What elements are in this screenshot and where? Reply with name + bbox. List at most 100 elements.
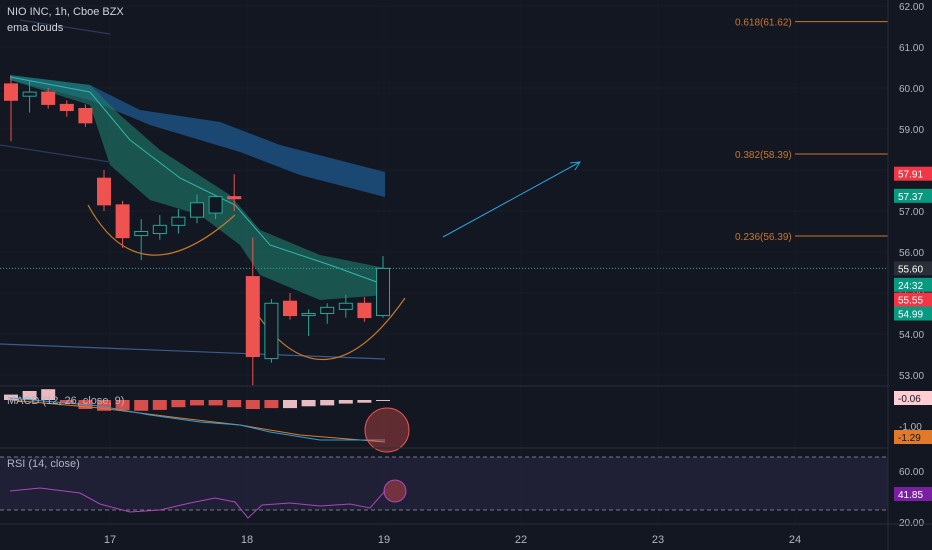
candle-body [22, 91, 37, 97]
support-line [0, 343, 386, 360]
macd-bar [22, 391, 37, 400]
drawings [0, 19, 888, 361]
macd-pane [0, 385, 932, 453]
rsi-tick-label: 60.00 [899, 467, 924, 478]
ema-clouds [9, 75, 386, 300]
macd-signal-label: -1.29 [898, 433, 921, 444]
price-tick-label: 54.00 [899, 330, 924, 341]
macd-label[interactable]: MACD (12, 26, close, 9) [7, 395, 125, 407]
symbol-title[interactable]: NIO INC, 1h, Cboe BZX [7, 6, 124, 18]
rsi-band [0, 457, 888, 510]
candle-body [245, 276, 260, 358]
candle-body [171, 216, 186, 226]
highlight-circle-macd [364, 407, 410, 453]
trend-line-upper [0, 144, 111, 163]
time-tick-label: 22 [515, 534, 527, 546]
candle-body [97, 177, 111, 206]
macd-bar [227, 400, 242, 408]
macd-signal-tag [894, 430, 932, 444]
price-tick-label: 62.00 [899, 2, 924, 13]
price-tick-label: 60.00 [899, 84, 924, 95]
candle-body [190, 202, 204, 218]
fib-label: 0.382(58.39) [735, 150, 792, 161]
macd-bar [357, 400, 372, 403]
price-tag [894, 292, 932, 307]
candle-body [4, 83, 18, 101]
rsi-value-label: 41.85 [898, 490, 923, 501]
macd-value-tag [894, 391, 932, 405]
grid-lines [0, 5, 888, 376]
candle-body [376, 267, 390, 317]
candle-body [41, 91, 56, 105]
trend-line-top [19, 19, 111, 35]
macd-bar [41, 389, 56, 400]
candle-body [264, 302, 279, 360]
price-tag-label: 54.99 [898, 310, 923, 321]
candle-body [152, 224, 167, 235]
price-tag-label: 24:32 [898, 281, 923, 292]
time-tick-label: 24 [789, 534, 801, 546]
time-tick-label: 17 [104, 534, 116, 546]
candle-body [78, 108, 93, 124]
candle-body [301, 313, 316, 317]
macd-bar [115, 400, 130, 410]
fast-ema-cloud [10, 75, 385, 300]
rsi-line [9, 487, 386, 519]
macd-bar [59, 400, 74, 404]
rsi-value-tag [894, 487, 932, 501]
macd-bar [264, 400, 279, 409]
arrow-head [569, 161, 581, 171]
macd-bar [190, 400, 204, 406]
price-tick-label: 56.00 [899, 248, 924, 259]
time-tick-label: 18 [241, 534, 253, 546]
fib-label: 0.618(61.62) [735, 18, 792, 29]
candle-body [115, 204, 130, 239]
macd-bar [97, 400, 111, 411]
candle-body [134, 231, 149, 237]
candle-body [59, 103, 74, 112]
macd-signal-line [9, 399, 386, 443]
price-tag [894, 306, 932, 321]
candles [4, 75, 390, 386]
price-tag [894, 188, 932, 203]
price-tick-label: 53.00 [899, 371, 924, 382]
macd-line [9, 397, 385, 441]
fast-ema-line [9, 76, 386, 286]
price-tag [894, 166, 932, 181]
fib-levels: 0.618(61.62) 0.382(58.39) 0.236(56.39) [735, 18, 888, 243]
candle-body [357, 302, 372, 319]
highlight-circle-rsi [383, 479, 407, 503]
macd-bar [245, 400, 260, 409]
macd-bar [320, 400, 335, 406]
price-tick-label: 57.00 [899, 207, 924, 218]
macd-bar [283, 400, 297, 409]
fib-label: 0.236(56.39) [735, 232, 792, 243]
time-tick-label: 23 [652, 534, 664, 546]
macd-bar [152, 400, 167, 410]
rsi-label[interactable]: RSI (14, close) [7, 458, 80, 470]
arrow-up-right [442, 161, 581, 238]
macd-value-label: -0.06 [898, 394, 921, 405]
price-tick-label: 61.00 [899, 43, 924, 54]
time-tick-label: 19 [378, 534, 390, 546]
macd-bar [4, 394, 18, 400]
price-tag-label: 57.37 [898, 192, 923, 203]
candle-body [208, 196, 223, 214]
price-tag-label: 57.91 [898, 170, 923, 181]
macd-bar [171, 400, 186, 408]
price-tag [894, 261, 932, 276]
macd-tick-label: -1.00 [899, 422, 922, 433]
macd-bar [134, 400, 149, 411]
macd-bar [376, 400, 390, 401]
price-tag [894, 277, 932, 292]
candle-body [338, 302, 353, 310]
price-tag-label: 55.55 [898, 296, 923, 307]
candle-body [320, 306, 335, 315]
indicator-label[interactable]: ema clouds [7, 22, 64, 34]
price-tick-label: 59.00 [899, 125, 924, 136]
price-tag-label: 55.60 [898, 264, 923, 275]
cup-curve-left [87, 204, 236, 256]
macd-bar [208, 400, 223, 406]
